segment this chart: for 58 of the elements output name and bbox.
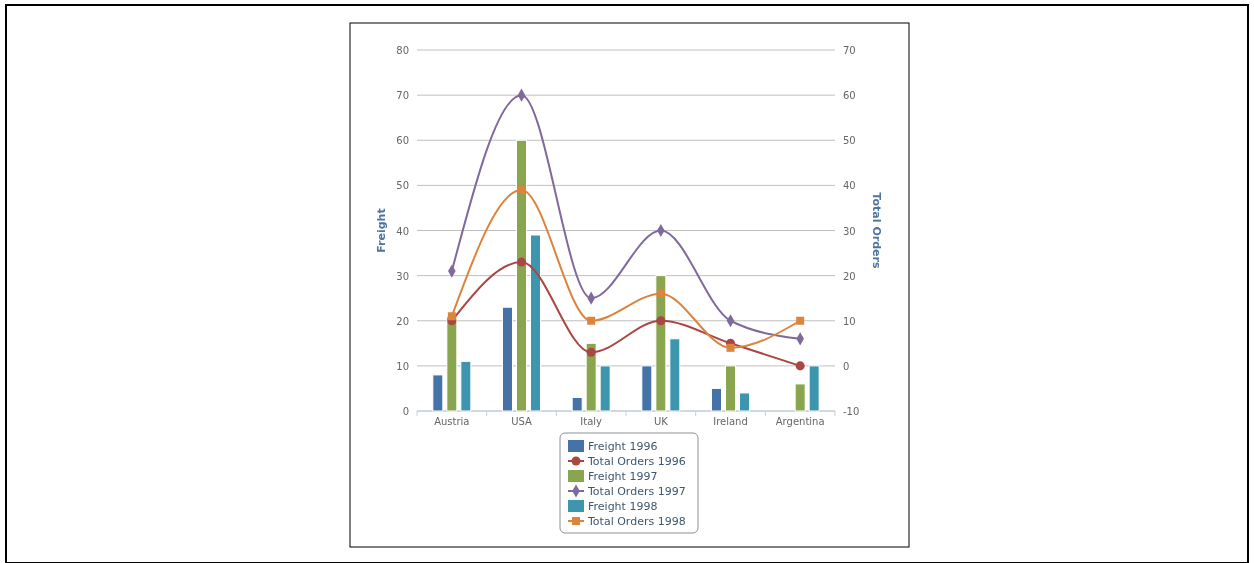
bar	[460, 360, 472, 412]
bar	[808, 365, 820, 412]
legend-label: Freight 1998	[588, 500, 658, 513]
x-tick-label: Argentina	[775, 416, 825, 427]
point	[447, 312, 456, 321]
y-tick-label: 70	[396, 90, 409, 102]
bar	[725, 365, 736, 412]
legend-label: Freight 1996	[588, 440, 658, 453]
point	[587, 316, 596, 325]
y-tick-label: 50	[396, 180, 409, 192]
y2-tick-label: 0	[843, 360, 850, 372]
point	[796, 316, 805, 325]
y-tick-label: 10	[396, 360, 409, 372]
x-tick-label: Austria	[434, 416, 470, 427]
bar	[446, 315, 458, 412]
y2-tick-label: -10	[843, 406, 860, 417]
bar	[599, 365, 611, 412]
y-tick-label: 30	[396, 270, 409, 282]
x-tick-label: Ireland	[713, 416, 748, 427]
y-tick-label: 20	[396, 315, 409, 327]
legend-label: Total Orders 1997	[587, 485, 686, 498]
y2-tick-label: 10	[843, 315, 856, 327]
x-tick-label: USA	[511, 416, 532, 427]
point	[656, 316, 666, 326]
point	[726, 343, 735, 352]
bar	[669, 338, 681, 412]
x-tick-label: UK	[653, 416, 669, 427]
y-tick-label: 80	[396, 45, 409, 56]
bar	[585, 342, 597, 412]
point	[656, 289, 665, 298]
bar	[502, 306, 513, 412]
y-tick-label: 40	[396, 225, 409, 237]
point	[586, 347, 596, 357]
y2-tick-label: 40	[843, 180, 856, 192]
bar	[530, 234, 541, 412]
y2-tick-label: 50	[843, 135, 856, 147]
y-tick-label: 60	[396, 135, 409, 147]
x-tick-label: Italy	[580, 416, 603, 427]
bar	[641, 365, 653, 412]
legend-label: Total Orders 1998	[587, 515, 686, 528]
y2-tick-label: 30	[843, 225, 856, 237]
y2-tick-label: 70	[843, 45, 856, 56]
y2-tick-label: 20	[843, 270, 856, 282]
y2-tick-label: 60	[843, 90, 856, 102]
point	[516, 257, 527, 267]
bar	[739, 392, 750, 412]
bar	[794, 383, 806, 412]
y2-axis-title: Total Orders	[870, 192, 883, 269]
legend-label: Freight 1997	[588, 470, 658, 483]
point	[517, 185, 526, 194]
point	[795, 361, 805, 371]
bar	[711, 387, 722, 412]
bar	[432, 374, 444, 412]
bar	[571, 396, 583, 412]
y-axis-title: Freight	[375, 208, 388, 253]
legend-label: Total Orders 1996	[587, 455, 686, 468]
y-tick-label: 0	[402, 406, 409, 417]
bar	[516, 139, 527, 412]
